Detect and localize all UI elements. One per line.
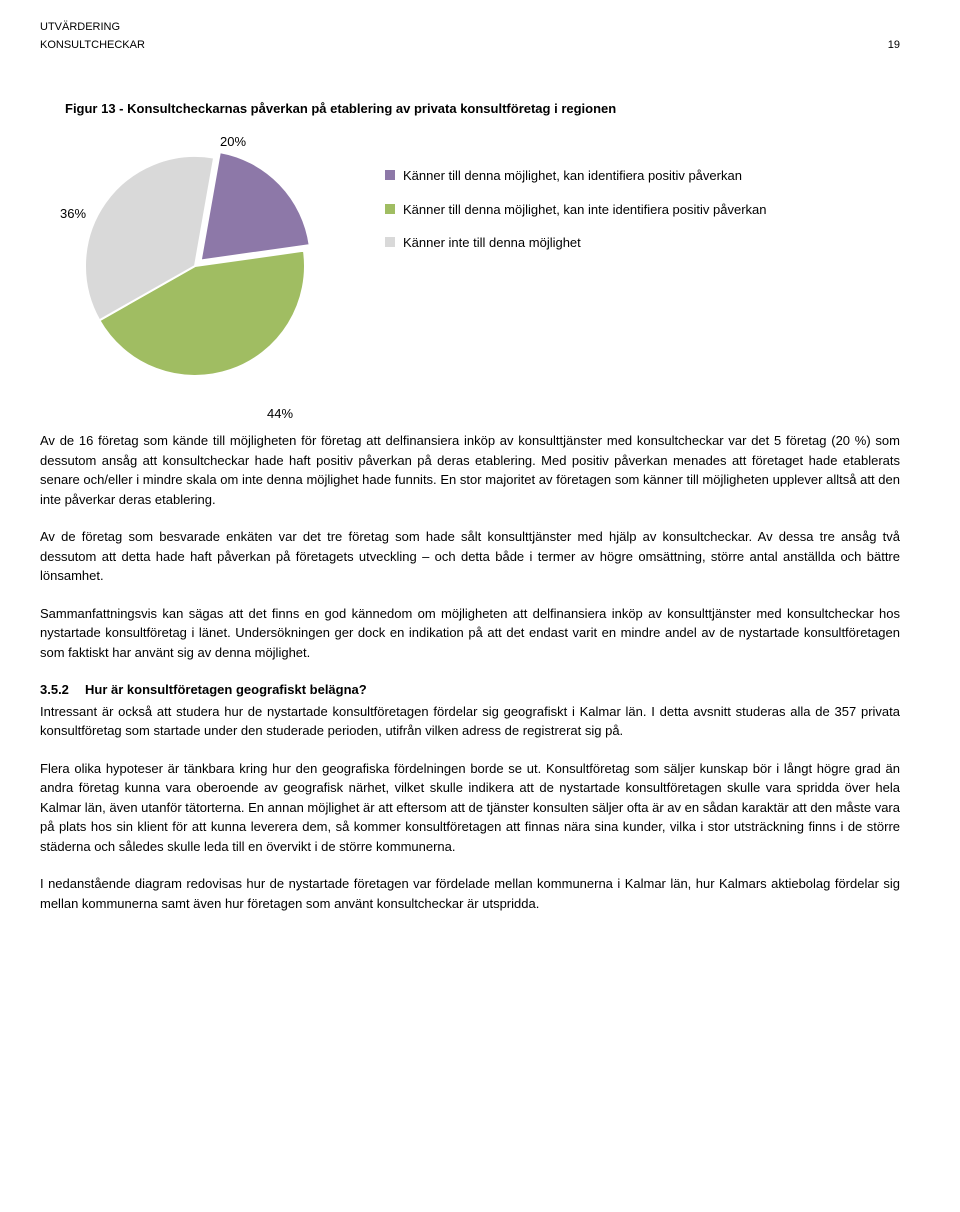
pie-chart-block: 20% 36% Känner till denna möjlighet, kan… <box>65 136 900 396</box>
slice-label-44: 44% <box>0 406 900 421</box>
slice-label-36: 36% <box>60 206 86 221</box>
header-title-1: UTVÄRDERING <box>40 20 900 35</box>
paragraph: Flera olika hypoteser är tänkbara kring … <box>40 759 900 857</box>
legend-item: Känner till denna möjlighet, kan inte id… <box>385 200 767 220</box>
header-title-2: KONSULTCHECKAR <box>40 39 145 51</box>
chart-legend: Känner till denna möjlighet, kan identif… <box>385 166 767 267</box>
section-number: 3.5.2 <box>40 680 85 700</box>
legend-item: Känner till denna möjlighet, kan identif… <box>385 166 767 186</box>
paragraph: Av de 16 företag som kände till möjlighe… <box>40 431 900 509</box>
paragraph: I nedanstående diagram redovisas hur de … <box>40 874 900 913</box>
slice-label-20: 20% <box>220 134 246 149</box>
body-text: Av de 16 företag som kände till möjlighe… <box>40 431 900 913</box>
paragraph: Av de företag som besvarade enkäten var … <box>40 527 900 586</box>
legend-text: Känner inte till denna möjlighet <box>403 233 581 253</box>
legend-text: Känner till denna möjlighet, kan identif… <box>403 166 742 186</box>
chart-title: Figur 13 - Konsultcheckarnas påverkan på… <box>65 101 900 116</box>
legend-item: Känner inte till denna möjlighet <box>385 233 767 253</box>
pie-chart: 20% 36% <box>65 136 325 396</box>
legend-swatch <box>385 204 395 214</box>
legend-swatch <box>385 237 395 247</box>
legend-text: Känner till denna möjlighet, kan inte id… <box>403 200 767 220</box>
paragraph: Sammanfattningsvis kan sägas att det fin… <box>40 604 900 663</box>
section-title: Hur är konsultföretagen geografiskt belä… <box>85 680 367 700</box>
paragraph: Intressant är också att studera hur de n… <box>40 702 900 741</box>
legend-swatch <box>385 170 395 180</box>
page-number: 19 <box>888 39 900 51</box>
